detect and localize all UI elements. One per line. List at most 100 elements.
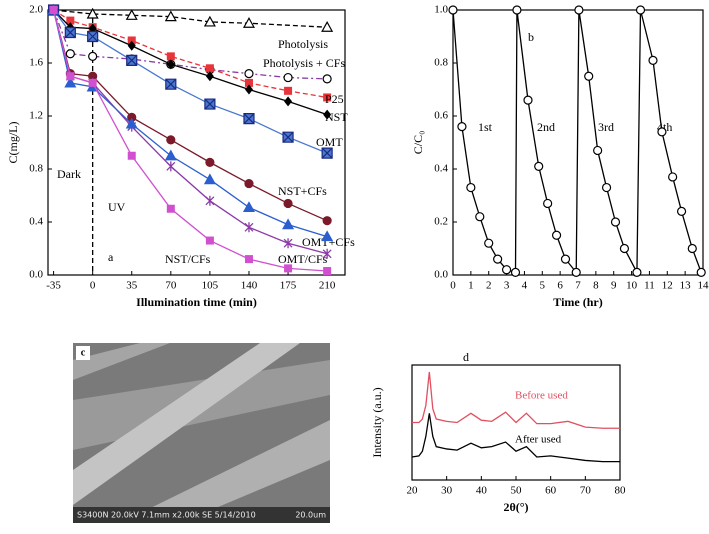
x-tick-label: 50 xyxy=(511,485,523,497)
marker xyxy=(164,10,177,22)
marker xyxy=(457,121,467,132)
marker xyxy=(205,157,215,167)
series-line xyxy=(412,371,620,429)
marker xyxy=(244,255,253,264)
x-tick-label: 140 xyxy=(241,280,258,292)
marker xyxy=(282,218,295,230)
marker xyxy=(88,51,98,61)
series-label: NST/CFs xyxy=(165,252,211,266)
marker xyxy=(283,238,293,249)
marker xyxy=(87,30,99,43)
marker xyxy=(657,127,667,137)
marker xyxy=(523,95,533,105)
marker xyxy=(88,78,97,87)
image-info: S3400N 20.0kV 7.1mm x2.00k SE 5/14/2010 xyxy=(77,511,256,520)
x-axis-label: Illumination time (min) xyxy=(136,295,257,309)
marker xyxy=(560,254,571,264)
series-line xyxy=(53,9,328,99)
x-tick-label: 175 xyxy=(280,280,297,292)
marker xyxy=(125,117,138,129)
marker xyxy=(484,238,494,248)
series-label: OMT xyxy=(316,135,343,149)
marker xyxy=(466,182,476,193)
marker xyxy=(284,86,293,95)
panel-label: c xyxy=(81,347,86,358)
marker xyxy=(66,72,75,81)
x-tick-label: 40 xyxy=(476,485,488,497)
x-tick-label: 0 xyxy=(450,280,456,292)
fiber xyxy=(73,343,300,505)
y-tick-label: 0.4 xyxy=(434,163,448,175)
marker xyxy=(164,149,177,161)
x-tick-label: 5 xyxy=(540,280,546,292)
marker xyxy=(244,84,253,95)
marker xyxy=(322,74,332,84)
marker xyxy=(49,6,58,14)
marker xyxy=(205,71,214,82)
marker xyxy=(648,55,658,65)
series-label: OMT+CFs xyxy=(302,235,355,249)
marker xyxy=(571,267,581,277)
marker xyxy=(165,78,177,90)
x-tick-label: -35 xyxy=(46,280,61,292)
marker xyxy=(676,206,687,216)
series-line xyxy=(52,9,328,80)
marker xyxy=(284,264,293,273)
x-tick-label: 8 xyxy=(593,280,599,292)
x-tick-label: 70 xyxy=(165,280,177,292)
y-tick-label: 2.0 xyxy=(29,4,43,16)
marker xyxy=(534,161,544,171)
marker xyxy=(284,96,293,107)
x-tick-label: 11 xyxy=(644,280,655,292)
marker xyxy=(668,172,678,182)
x-tick-label: 14 xyxy=(698,280,709,292)
marker xyxy=(166,59,175,70)
marker xyxy=(205,195,215,206)
marker xyxy=(166,135,176,145)
marker xyxy=(635,5,646,15)
series-label: Before used xyxy=(515,390,568,402)
y-tick-label: 0.4 xyxy=(29,216,43,228)
marker xyxy=(127,40,136,51)
marker xyxy=(543,198,553,209)
marker xyxy=(282,131,294,143)
annotation: UV xyxy=(108,200,126,214)
y-tick-label: 0.0 xyxy=(29,269,43,281)
x-tick-label: 4 xyxy=(522,280,528,292)
annotation: Dark xyxy=(57,167,81,181)
info-bar xyxy=(73,507,330,523)
plot-frame xyxy=(47,9,346,276)
marker xyxy=(64,76,77,88)
x-tick-label: 12 xyxy=(662,280,673,292)
marker xyxy=(322,216,332,226)
series-label: Photolysis xyxy=(278,37,328,51)
marker xyxy=(610,217,621,227)
x-axis-label: Time (hr) xyxy=(553,295,602,309)
marker xyxy=(448,5,458,15)
label-box xyxy=(76,346,90,360)
marker xyxy=(512,5,522,15)
marker xyxy=(283,72,293,83)
marker xyxy=(551,230,562,240)
marker xyxy=(619,243,630,254)
series-label: NST xyxy=(325,110,348,124)
x-tick-label: 30 xyxy=(441,485,453,497)
x-tick-label: 3 xyxy=(504,280,510,292)
y-axis-label: C/C₀ xyxy=(411,131,425,155)
marker xyxy=(242,17,255,28)
annotation: b xyxy=(528,30,534,44)
marker xyxy=(244,222,254,233)
marker xyxy=(510,267,521,277)
x-tick-label: 10 xyxy=(626,280,638,292)
x-tick-label: 6 xyxy=(557,280,563,292)
x-tick-label: 80 xyxy=(615,485,627,497)
y-axis-label: C(mg/L) xyxy=(6,122,20,164)
series-label: Photolysis + CFs xyxy=(263,56,345,70)
marker xyxy=(321,147,333,159)
marker xyxy=(126,54,138,66)
x-axis-label: 2θ(°) xyxy=(503,500,528,514)
marker xyxy=(66,16,75,25)
marker xyxy=(203,15,216,27)
marker xyxy=(501,265,512,275)
